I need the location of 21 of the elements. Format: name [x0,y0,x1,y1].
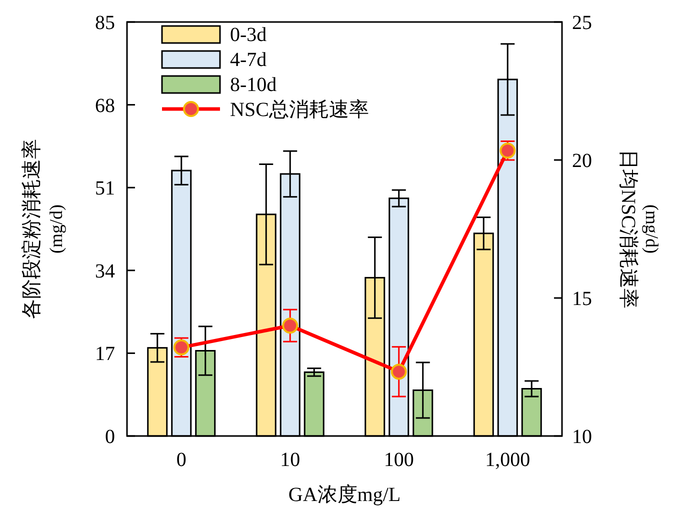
legend-label: 4-7d [230,49,267,71]
y-tick-label: 68 [95,94,115,117]
legend-label: 0-3d [230,24,267,46]
y2-tick-label: 15 [572,288,592,310]
y-tick-label: 34 [95,260,115,282]
y-tick-label: 0 [105,426,115,448]
x-tick-label: 0 [176,449,186,471]
legend-label: NSC总消耗速率 [230,99,369,121]
y2-tick-label: 25 [572,12,592,34]
y-tick-label: 85 [95,12,115,34]
y2-tick-label: 10 [572,426,592,448]
y-axis-title: 各阶段淀粉消耗速率 (mg/d) [21,139,66,319]
y2-tick-label: 20 [572,150,592,172]
y2-axis-title: 日均NSC消耗速率 (mg/d) [617,150,662,308]
x-tick-label: 10 [280,449,300,471]
y-tick-label: 51 [95,178,115,200]
y-tick-label: 17 [95,343,115,366]
x-tick-label: 1,000 [485,449,530,471]
x-tick-label: 100 [384,449,414,471]
x-axis-title: GA浓度mg/L [288,484,401,506]
legend-label: 8-10d [230,74,277,96]
